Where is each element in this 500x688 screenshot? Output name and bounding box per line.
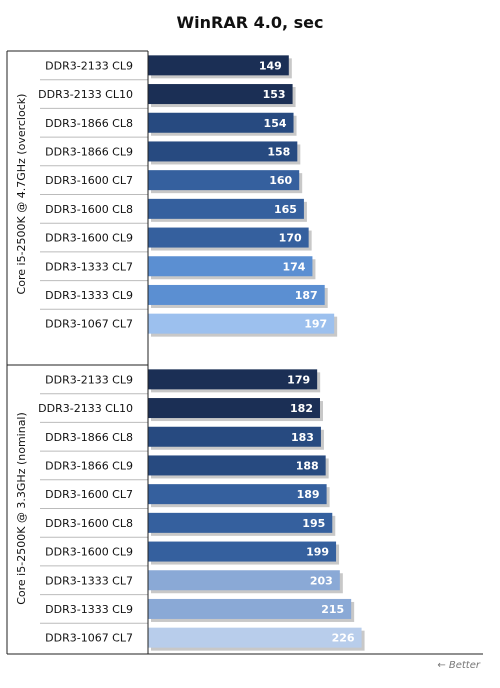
category-label: DDR3-1866 CL8 <box>45 431 133 444</box>
data-label: 226 <box>332 632 355 645</box>
data-label: 199 <box>306 546 329 559</box>
category-label: DDR3-1600 CL9 <box>45 232 133 245</box>
category-label: DDR3-1866 CL9 <box>45 459 133 472</box>
bar <box>148 256 313 277</box>
bar <box>148 598 352 619</box>
data-label: 203 <box>310 574 333 587</box>
data-label: 165 <box>274 203 297 216</box>
data-label: 153 <box>263 88 286 101</box>
bar <box>148 198 304 219</box>
data-label: 182 <box>290 402 313 415</box>
category-label: DDR3-1067 CL7 <box>45 632 133 645</box>
bar <box>148 369 318 390</box>
data-label: 170 <box>279 232 302 245</box>
category-label: DDR3-2133 CL9 <box>45 59 133 72</box>
category-label: DDR3-1600 CL8 <box>45 517 133 530</box>
group-label: Core i5-2500K @ 4.7GHz (overclock) <box>15 94 28 295</box>
bar <box>148 284 325 305</box>
data-label: 149 <box>259 59 282 72</box>
bar <box>148 512 333 533</box>
bar <box>148 570 340 591</box>
bar <box>148 398 320 419</box>
category-label: DDR3-1600 CL9 <box>45 546 133 559</box>
plot-area: Core i5-2500K @ 4.7GHz (overclock) DDR3-2… <box>6 50 483 655</box>
better-note: ← Better <box>437 660 481 671</box>
data-label: 189 <box>297 488 320 501</box>
bar <box>148 84 293 105</box>
category-label: DDR3-1600 CL7 <box>45 488 133 501</box>
category-label: DDR3-1866 CL9 <box>45 145 133 158</box>
bar <box>148 426 321 447</box>
bar <box>148 112 294 133</box>
category-label: DDR3-1600 CL7 <box>45 174 133 187</box>
group-label: Core i5-2500K @ 3.3GHz (nominal) <box>15 412 28 605</box>
bar <box>148 455 326 476</box>
category-label: DDR3-2133 CL9 <box>45 373 133 386</box>
data-label: 187 <box>295 289 318 302</box>
bar <box>148 484 327 505</box>
chart-title: WinRAR 4.0, sec <box>177 13 324 32</box>
bar <box>148 627 362 648</box>
category-label: DDR3-2133 CL10 <box>38 402 133 415</box>
data-label: 183 <box>291 431 314 444</box>
data-label: 195 <box>302 517 325 530</box>
bar <box>148 170 300 191</box>
data-label: 179 <box>287 373 310 386</box>
category-label: DDR3-1333 CL9 <box>45 289 133 302</box>
data-label: 174 <box>282 260 305 273</box>
data-label: 154 <box>264 117 287 130</box>
category-label: DDR3-1866 CL8 <box>45 117 133 130</box>
bar <box>148 313 335 334</box>
data-label: 188 <box>296 459 319 472</box>
data-label: 160 <box>269 174 292 187</box>
category-label: DDR3-1600 CL8 <box>45 203 133 216</box>
category-label: DDR3-1333 CL7 <box>45 260 133 273</box>
data-label: 215 <box>321 603 344 616</box>
data-label: 158 <box>267 145 290 158</box>
bar <box>148 541 337 562</box>
bar <box>148 55 289 76</box>
bar <box>148 227 309 248</box>
bar <box>148 141 298 162</box>
category-label: DDR3-2133 CL10 <box>38 88 133 101</box>
data-label: 197 <box>304 318 327 331</box>
category-label: DDR3-1333 CL9 <box>45 603 133 616</box>
category-label: DDR3-1333 CL7 <box>45 574 133 587</box>
category-label: DDR3-1067 CL7 <box>45 318 133 331</box>
